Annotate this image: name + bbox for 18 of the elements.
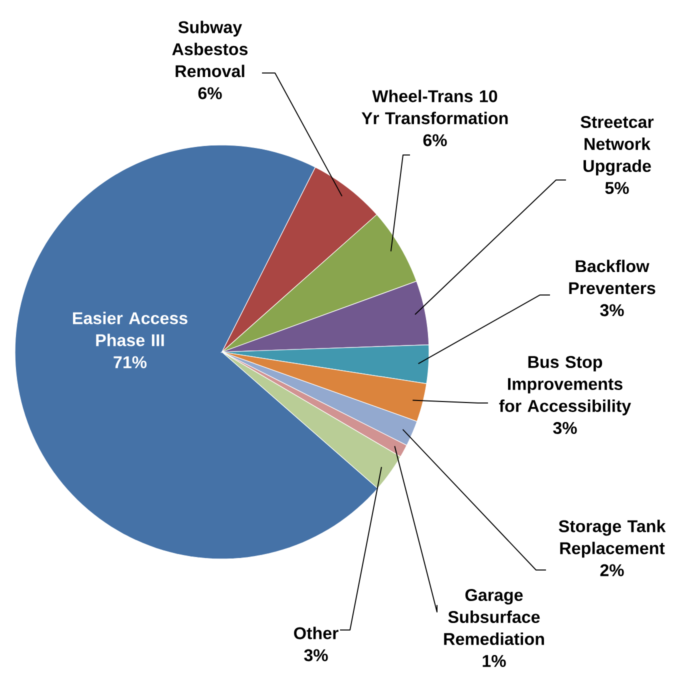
data-label: 5% <box>605 182 629 194</box>
data-label: 3% <box>600 304 624 316</box>
slice-label: Other <box>294 626 338 640</box>
data-label: 6% <box>198 87 222 100</box>
data-label: 71% <box>114 356 147 368</box>
data-label: 1% <box>482 655 506 667</box>
slice-label: Streetcar Network Upgrade <box>580 116 654 176</box>
slice-label: Wheel-Trans 10 Yr Transformation <box>362 90 508 124</box>
data-label: 6% <box>423 134 447 146</box>
slice-label: Easier Access Phase III <box>73 312 188 346</box>
slice-label: Storage Tank Replacement <box>558 520 666 558</box>
slice-label: Subway Asbestos Removal <box>172 20 248 78</box>
data-label: 3% <box>553 422 577 434</box>
data-label: 2% <box>600 564 624 576</box>
data-label: 3% <box>304 649 328 662</box>
slice-label: Bus Stop Improvements for Accessibility <box>499 356 632 416</box>
slice-label: Backflow Preventers <box>569 260 656 294</box>
slice-label: Garage Subsurface Remediation <box>444 588 544 646</box>
